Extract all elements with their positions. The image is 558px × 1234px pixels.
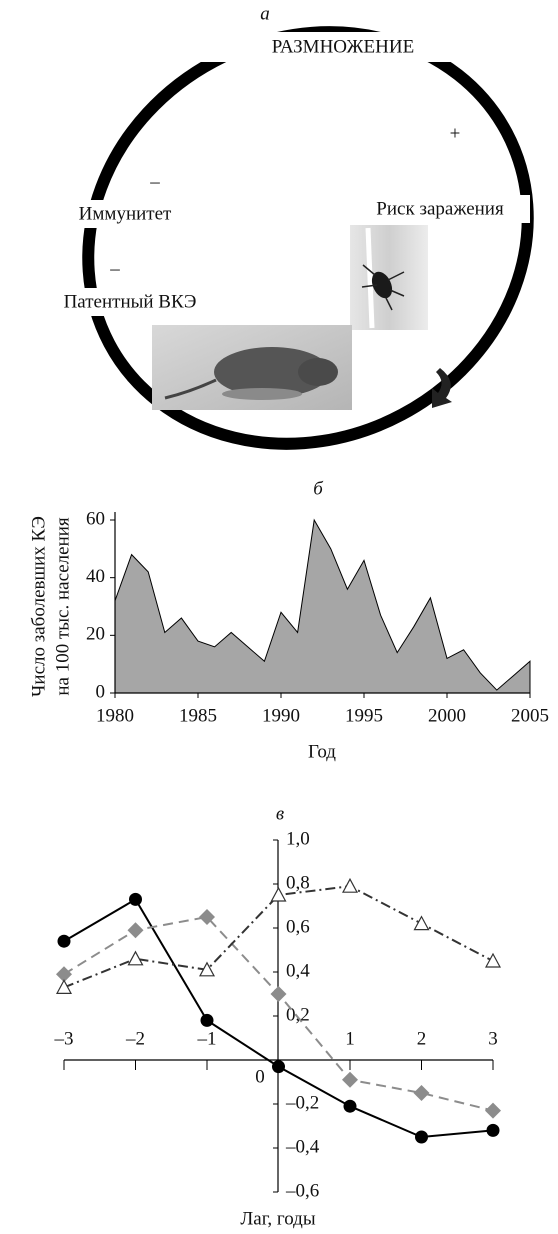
marker (487, 1124, 500, 1137)
y-tick-label: 0 (255, 1066, 265, 1087)
x-axis-label: Год (308, 741, 336, 762)
x-tick-label: 1990 (262, 705, 300, 726)
panel-label: в (276, 803, 284, 824)
diagram-label: Иммунитет (79, 203, 172, 224)
area (115, 520, 530, 693)
marker (414, 1085, 430, 1101)
y-tick-label: 0,6 (286, 916, 310, 937)
marker (415, 1131, 428, 1144)
x-axis-label: Лаг, годы (240, 1208, 315, 1229)
marker (486, 954, 500, 967)
marker (57, 980, 71, 993)
figure: а РАЗМНОЖЕНИЕ + – Иммунитет – Патентный … (0, 0, 558, 1234)
marker (342, 1072, 358, 1088)
tick-photo (350, 225, 428, 330)
y-tick-label: 0,4 (286, 960, 310, 981)
sign: – (149, 171, 160, 192)
marker (272, 1060, 285, 1073)
marker (343, 879, 357, 892)
diagram-title: РАЗМНОЖЕНИЕ (272, 36, 414, 57)
x-tick-label: 2 (417, 1028, 427, 1049)
x-tick-label: 3 (488, 1028, 498, 1049)
y-tick-label: 40 (86, 566, 105, 587)
y-tick-label: 1,0 (286, 828, 310, 849)
panel-label: а (260, 3, 270, 24)
marker (129, 952, 143, 965)
panel-label: б (313, 478, 324, 499)
marker (129, 893, 142, 906)
marker (201, 1014, 214, 1027)
x-tick-label: –2 (125, 1028, 145, 1049)
marker (272, 888, 286, 901)
marker (271, 986, 287, 1002)
x-tick-label: 2000 (428, 705, 466, 726)
x-tick-label: 2005 (511, 705, 549, 726)
x-tick-label: –1 (197, 1028, 217, 1049)
marker (58, 935, 71, 948)
marker (128, 922, 144, 938)
x-tick-label: –3 (54, 1028, 74, 1049)
y-tick-label: –0,2 (285, 1092, 319, 1113)
y-axis-label: на 100 тыс. населения (52, 517, 73, 696)
sign: – (109, 258, 120, 279)
marker (415, 917, 429, 930)
y-tick-label: –0,4 (285, 1136, 320, 1157)
x-tick-label: 1995 (345, 705, 383, 726)
marker (485, 1103, 501, 1119)
mouse-photo (152, 325, 352, 410)
x-tick-label: 1985 (179, 705, 217, 726)
x-tick-label: 1980 (96, 705, 134, 726)
y-tick-label: –0,6 (285, 1180, 319, 1201)
y-tick-label: 0 (96, 681, 106, 702)
diagram-label: Патентный ВКЭ (64, 291, 197, 312)
diagram-label: Риск заражения (376, 198, 504, 219)
cycle-ellipse (15, 0, 558, 520)
y-tick-label: 20 (86, 624, 105, 645)
marker (344, 1100, 357, 1113)
y-tick-label: 60 (86, 508, 105, 529)
sign: + (450, 123, 461, 144)
y-axis-label: Число заболевших КЭ (28, 516, 49, 697)
x-tick-label: 1 (345, 1028, 355, 1049)
y-tick-label: 0,8 (286, 872, 310, 893)
